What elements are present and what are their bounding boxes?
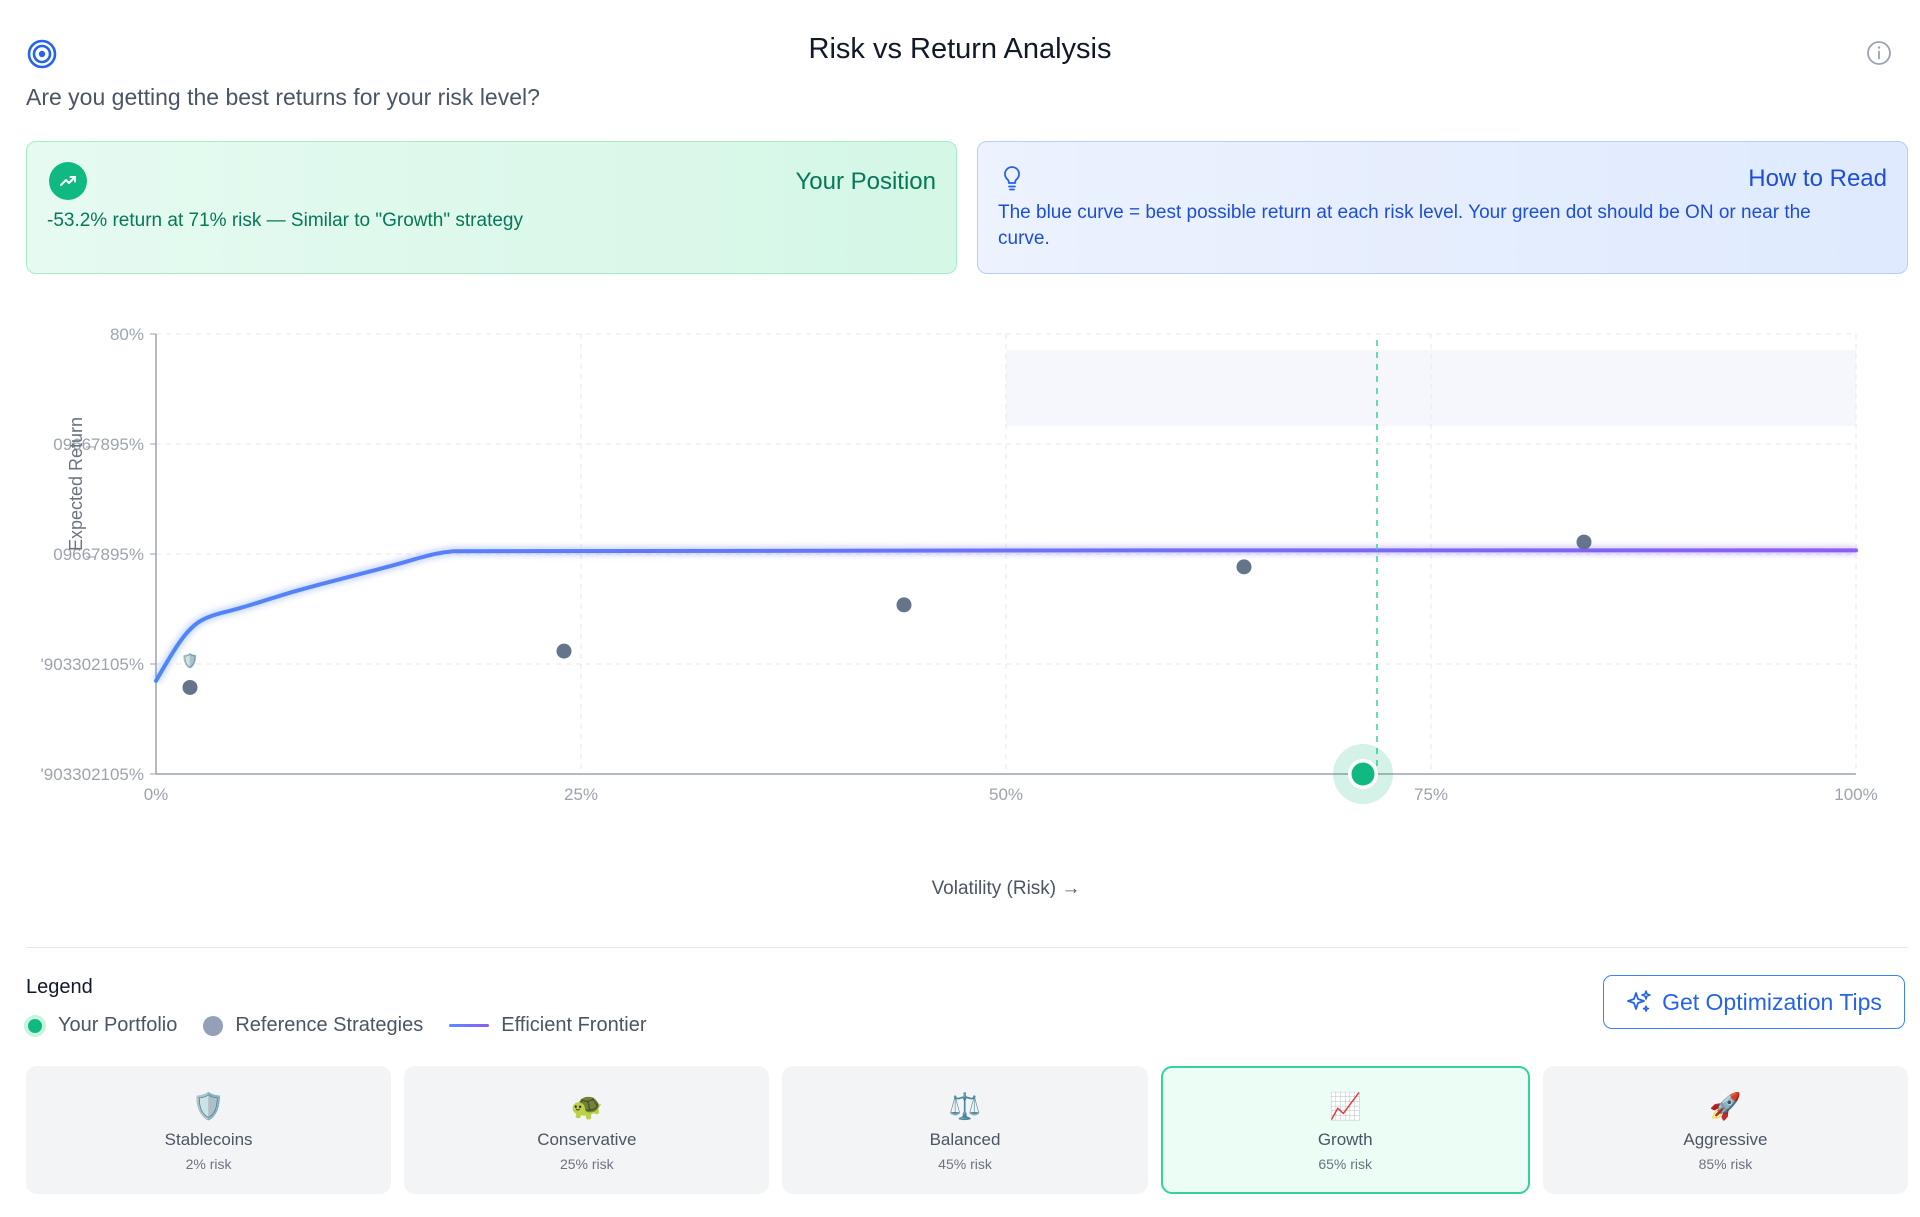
- strategy-card-conservative[interactable]: 🐢 Conservative 25% risk: [404, 1066, 770, 1194]
- shield-marker-icon: 🛡️: [181, 652, 198, 669]
- trending-up-icon: [49, 162, 87, 200]
- strategy-card-aggressive[interactable]: 🚀 Aggressive 85% risk: [1542, 1066, 1909, 1194]
- lightbulb-icon: [1004, 166, 1020, 191]
- page-title: Risk vs Return Analysis: [808, 33, 1112, 65]
- scales-icon: ⚖️: [948, 1091, 982, 1121]
- strategy-name: Aggressive: [1683, 1130, 1768, 1149]
- strategy-name: Stablecoins: [164, 1130, 253, 1149]
- shield-icon: 🛡️: [192, 1091, 225, 1121]
- reference-point: [1236, 559, 1252, 575]
- legend-item-reference: Reference Strategies: [203, 1014, 423, 1037]
- x-tick-label: 25%: [564, 785, 598, 804]
- reference-point: [896, 597, 912, 613]
- y-tick-label: '903302105%: [41, 655, 144, 674]
- strategy-card-growth[interactable]: 📈 Growth 65% risk: [1160, 1066, 1530, 1194]
- target-icon: [27, 39, 57, 69]
- strategy-risk: 65% risk: [1318, 1156, 1373, 1172]
- sparkles-icon: [1627, 990, 1651, 1012]
- reference-point: [1576, 534, 1592, 550]
- how-to-read-card: How to Read The blue curve = best possib…: [977, 141, 1908, 274]
- legend-item-frontier: Efficient Frontier: [449, 1014, 646, 1037]
- legend-label-reference: Reference Strategies: [235, 1014, 424, 1036]
- reference-point: [556, 643, 572, 659]
- how-to-read-title: How to Read: [1748, 165, 1887, 192]
- portfolio-point: [1351, 762, 1375, 786]
- x-tick-label: 50%: [989, 785, 1023, 804]
- legend-item-portfolio: Your Portfolio: [24, 1014, 177, 1037]
- frontier-line-icon: [449, 1024, 490, 1027]
- legend: Your Portfolio Reference Strategies Effi…: [24, 1014, 672, 1037]
- legend-title: Legend: [26, 976, 93, 998]
- rocket-icon: 🚀: [1709, 1091, 1742, 1121]
- strategy-risk: 85% risk: [1698, 1156, 1753, 1172]
- efficient-frontier-line: [154, 548, 1858, 683]
- strategy-risk: 45% risk: [938, 1156, 992, 1172]
- y-tick-label: 0966̶7895%: [53, 545, 144, 564]
- legend-label-frontier: Efficient Frontier: [501, 1014, 647, 1036]
- strategy-risk: 25% risk: [559, 1156, 614, 1172]
- strategy-risk: 2% risk: [185, 1156, 232, 1172]
- page-subtitle: Are you getting the best returns for you…: [26, 84, 540, 110]
- x-tick-label: 100%: [1834, 785, 1877, 804]
- y-tick-label: 0966̶7895%: [53, 435, 144, 454]
- reference-point: [182, 679, 198, 695]
- divider: [26, 947, 1908, 948]
- position-card-text: -53.2% return at 71% risk — Similar to "…: [47, 210, 523, 231]
- position-card-title: Your Position: [795, 168, 936, 195]
- reference-dot-icon: [203, 1015, 224, 1036]
- get-optimization-tips-button[interactable]: Get Optimization Tips: [1603, 975, 1905, 1029]
- risk-return-chart: 0% 25% 50% 75% 100% 80% 0966̶7895% 0966̶7895% '9…: [41, 325, 1878, 899]
- strategy-cards: 🛡️ Stablecoins 2% risk 🐢 Conservative 25…: [26, 1066, 1909, 1194]
- position-card: Your Position -53.2% return at 71% risk …: [26, 141, 957, 274]
- chart-up-icon: 📈: [1329, 1091, 1362, 1121]
- y-tick-label: 80%: [110, 325, 144, 344]
- x-tick-label: 0%: [144, 785, 169, 804]
- strategy-name: Growth: [1317, 1130, 1373, 1149]
- strategy-card-stablecoins[interactable]: 🛡️ Stablecoins 2% risk: [26, 1066, 392, 1194]
- y-axis-label: Expected Return: [66, 417, 86, 551]
- y-tick-label: '903302105%: [41, 765, 144, 784]
- x-axis-label: Volatility (Risk) →: [932, 878, 1081, 899]
- tips-button-label: Get Optimization Tips: [1662, 988, 1882, 1015]
- turtle-icon: 🐢: [570, 1091, 603, 1121]
- how-to-read-text: The blue curve = best possible return at…: [998, 202, 1811, 249]
- strategy-name: Conservative: [537, 1130, 637, 1149]
- strategy-card-balanced[interactable]: ⚖️ Balanced 45% risk: [782, 1066, 1148, 1194]
- portfolio-dot-icon: [24, 1014, 46, 1037]
- strategy-name: Balanced: [929, 1130, 1001, 1149]
- x-tick-label: 75%: [1414, 785, 1448, 804]
- info-icon[interactable]: [1866, 40, 1892, 66]
- legend-label-portfolio: Your Portfolio: [58, 1014, 178, 1036]
